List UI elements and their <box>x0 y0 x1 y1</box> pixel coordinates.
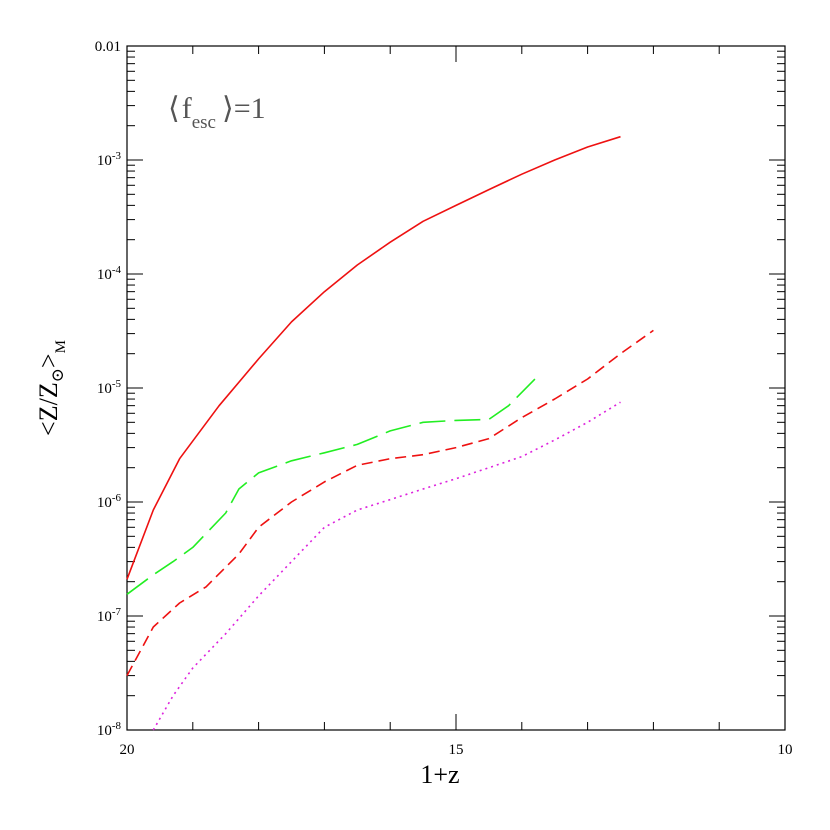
series-line-short-dash <box>126 329 654 676</box>
annotation-close: ⟩=1 <box>222 92 266 125</box>
series-line-solid <box>126 135 621 580</box>
y-axis-label-sub: M <box>53 340 69 353</box>
series-line-long-dash <box>126 378 536 595</box>
y-axis-label-close: > <box>34 353 63 368</box>
annotation: ⟨fesc ⟩=1 <box>168 92 266 133</box>
y-tick-label: 10-7 <box>97 606 122 625</box>
series-lines <box>126 135 654 731</box>
y-tick-label: 10-8 <box>97 720 122 739</box>
x-tick-label: 20 <box>120 742 135 758</box>
x-tick-label: 15 <box>449 742 464 758</box>
y-tick-label: 0.01 <box>95 39 121 55</box>
y-axis-label: <Z/Z⊙>M <box>34 340 69 436</box>
y-tick-label: 10-6 <box>97 492 122 511</box>
y-tick-label: 10-5 <box>97 378 122 397</box>
y-tick-label: 10-3 <box>97 150 122 169</box>
y-axis-label-sun: ⊙ <box>48 368 67 382</box>
y-tick-label: 10-4 <box>97 264 122 283</box>
x-tick-label: 10 <box>778 742 793 758</box>
tick-marks <box>126 45 786 731</box>
plot-frame <box>126 45 786 731</box>
annotation-open: ⟨ <box>168 92 180 125</box>
x-axis-label: 1+z <box>420 760 459 789</box>
annotation-f: f <box>182 92 192 125</box>
series-line-dotted <box>152 401 621 731</box>
tick-labels: 20 15 10 10-8 10-7 10-6 10-5 10-4 10-3 0.01 <box>95 39 793 758</box>
annotation-sub: esc <box>192 112 216 133</box>
y-axis-label-main: <Z/Z <box>34 382 63 436</box>
